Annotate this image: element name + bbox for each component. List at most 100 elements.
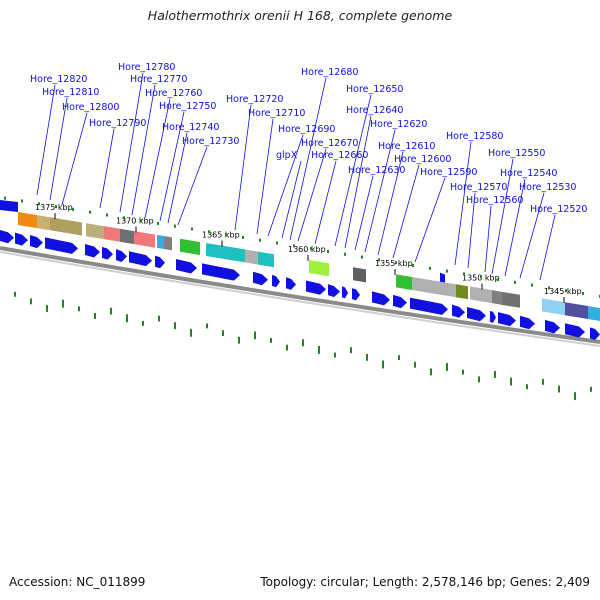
gene-label[interactable]: Hore_12690: [278, 124, 335, 135]
gene-arrow[interactable]: [452, 304, 465, 318]
gc-mark: [158, 315, 160, 322]
gene-arrow[interactable]: [15, 232, 28, 246]
gene-arrow[interactable]: [352, 288, 360, 301]
gene-arrow[interactable]: [520, 315, 535, 330]
minor-tick: [548, 286, 550, 290]
minor-tick: [565, 289, 567, 293]
gene-feature[interactable]: [353, 267, 366, 283]
gene-label[interactable]: glpX: [276, 150, 298, 161]
gene-feature[interactable]: [104, 226, 120, 242]
gene-arrow[interactable]: [202, 263, 240, 281]
gene-feature[interactable]: [470, 286, 492, 304]
gene-arrow[interactable]: [467, 307, 486, 322]
gene-arrow[interactable]: [590, 327, 600, 340]
gene-label[interactable]: Hore_12680: [301, 67, 358, 78]
gene-feature[interactable]: [86, 223, 104, 240]
gene-label[interactable]: Hore_12810: [42, 87, 99, 98]
scale-ticks: 1375 kbp 1370 kbp 1365 kbp 1360 kbp 1355 kbp…: [4, 196, 600, 304]
gene-arrow[interactable]: [155, 255, 165, 269]
gene-label[interactable]: Hore_12720: [226, 94, 283, 105]
gene-label[interactable]: Hore_12800: [62, 102, 119, 113]
gene-feature[interactable]: [18, 211, 37, 229]
leader-line: [519, 192, 545, 279]
gene-arrow[interactable]: [129, 251, 152, 267]
gene-label[interactable]: Hore_12600: [394, 154, 451, 165]
gene-feature[interactable]: [542, 298, 565, 316]
gc-mark: [542, 378, 544, 385]
gene-arrow[interactable]: [30, 234, 43, 249]
gene-label[interactable]: Hore_12730: [182, 136, 239, 147]
gene-label[interactable]: Hore_12760: [145, 88, 202, 99]
gene-feature[interactable]: [502, 291, 520, 308]
gene-feature[interactable]: [180, 238, 200, 255]
gene-feature[interactable]: [588, 306, 600, 321]
gene-feature[interactable]: [157, 234, 164, 250]
gene-label[interactable]: Hore_12630: [348, 165, 405, 176]
gene-arrow[interactable]: [440, 272, 445, 285]
gene-arrow[interactable]: [372, 291, 390, 306]
gene-arrow[interactable]: [565, 323, 585, 338]
gene-label[interactable]: Hore_12710: [248, 108, 305, 119]
gene-feature[interactable]: [245, 249, 258, 265]
minor-tick: [463, 272, 465, 276]
minor-tick: [395, 261, 397, 265]
gene-feature[interactable]: [258, 251, 274, 268]
gene-arrow[interactable]: [116, 249, 127, 262]
gene-label[interactable]: Hore_12770: [130, 74, 187, 85]
gene-feature[interactable]: [396, 274, 412, 290]
leader-line: [539, 214, 556, 281]
minor-tick: [225, 233, 227, 237]
gene-feature[interactable]: [565, 302, 588, 320]
gene-arrow[interactable]: [0, 200, 18, 212]
gene-arrow[interactable]: [286, 277, 296, 290]
gene-arrow[interactable]: [498, 312, 516, 327]
gene-feature[interactable]: [309, 259, 329, 277]
gene-arrow[interactable]: [253, 271, 268, 286]
gene-feature[interactable]: [164, 236, 172, 251]
gene-feature[interactable]: [456, 284, 468, 300]
gene-label[interactable]: Hore_12560: [466, 195, 523, 206]
gene-feature[interactable]: [206, 242, 245, 263]
gene-arrow[interactable]: [328, 284, 340, 298]
minor-tick: [157, 221, 159, 225]
gene-label[interactable]: Hore_12620: [370, 119, 427, 130]
gene-label[interactable]: Hore_12590: [420, 167, 477, 178]
gene-label[interactable]: Hore_12550: [488, 148, 545, 159]
gene-arrow[interactable]: [490, 310, 496, 323]
gene-feature[interactable]: [412, 276, 456, 298]
gene-label[interactable]: Hore_12750: [159, 101, 216, 112]
gene-feature[interactable]: [492, 290, 502, 305]
gene-arrow[interactable]: [393, 294, 407, 309]
gene-arrow[interactable]: [545, 319, 560, 334]
gene-feature[interactable]: [134, 231, 155, 248]
gene-label[interactable]: Hore_12660: [311, 150, 368, 161]
gene-label[interactable]: Hore_12790: [89, 118, 146, 129]
gene-label[interactable]: Hore_12780: [118, 62, 175, 73]
gene-label[interactable]: Hore_12820: [30, 74, 87, 85]
gene-arrow[interactable]: [102, 246, 113, 260]
gene-label[interactable]: Hore_12640: [346, 105, 403, 116]
gene-feature[interactable]: [37, 215, 50, 231]
leader-line: [159, 111, 185, 222]
gene-arrow[interactable]: [410, 297, 448, 315]
gene-label[interactable]: Hore_12670: [301, 138, 358, 149]
gene-arrow[interactable]: [176, 259, 197, 274]
gene-label[interactable]: Hore_12540: [500, 168, 557, 179]
gene-arrow[interactable]: [306, 280, 326, 295]
gc-mark: [142, 320, 144, 326]
gene-label[interactable]: Hore_12530: [519, 182, 576, 193]
gene-arrow[interactable]: [0, 230, 14, 244]
gene-arrow[interactable]: [45, 237, 78, 254]
gene-label[interactable]: Hore_12580: [446, 131, 503, 142]
gene-label[interactable]: Hore_12570: [450, 182, 507, 193]
gene-feature[interactable]: [50, 217, 82, 236]
gene-arrow[interactable]: [272, 274, 280, 288]
gene-label[interactable]: Hore_12650: [346, 84, 403, 95]
gene-label[interactable]: Hore_12740: [162, 122, 219, 133]
gene-arrow[interactable]: [342, 286, 348, 299]
leader-line: [467, 192, 476, 269]
gene-label[interactable]: Hore_12520: [530, 204, 587, 215]
gene-feature[interactable]: [120, 228, 134, 245]
gene-label[interactable]: Hore_12610: [378, 141, 435, 152]
gene-arrow[interactable]: [85, 244, 100, 258]
